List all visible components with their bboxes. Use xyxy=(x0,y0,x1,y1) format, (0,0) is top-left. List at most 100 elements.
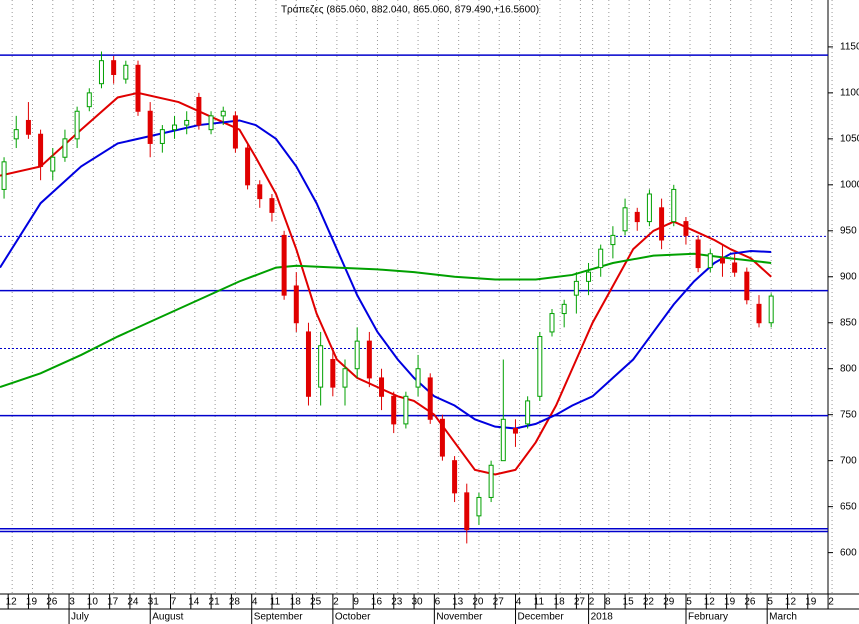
candle-body xyxy=(86,92,92,108)
candle-body xyxy=(293,285,299,324)
candle-body xyxy=(659,207,665,241)
x-tick-label: 31 xyxy=(148,597,160,608)
x-tick-label: 8 xyxy=(605,597,611,608)
x-tick-label: 21 xyxy=(209,597,221,608)
candle-body xyxy=(634,211,640,223)
candle-body xyxy=(172,124,178,131)
x-tick-label: 7 xyxy=(171,597,177,608)
month-label: September xyxy=(254,612,304,623)
candle-body xyxy=(305,331,311,397)
x-tick-label: 29 xyxy=(663,597,675,608)
candle-body xyxy=(25,119,31,135)
x-tick-label: 11 xyxy=(534,597,545,608)
candle-body xyxy=(269,198,275,213)
month-label: August xyxy=(152,612,183,623)
candle-body xyxy=(38,133,44,167)
chart-title: Τράπεζες (865.060, 882.040, 865.060, 879… xyxy=(281,4,539,16)
x-tick-label: 28 xyxy=(229,597,241,608)
x-tick-label: 19 xyxy=(805,597,817,608)
candle-body xyxy=(196,96,202,126)
candle-body xyxy=(257,184,263,200)
x-tick-label: 19 xyxy=(26,597,38,608)
candle-body xyxy=(476,496,482,517)
x-tick-label: 12 xyxy=(704,597,716,608)
y-tick-label: 700 xyxy=(840,455,857,466)
candle-body xyxy=(391,395,397,425)
y-tick-label: 600 xyxy=(840,547,857,558)
y-tick-label: 1000 xyxy=(840,179,859,190)
moving-average xyxy=(0,119,772,430)
candle-body xyxy=(379,377,385,397)
x-tick-label: 16 xyxy=(371,597,383,608)
x-tick-label: 30 xyxy=(411,597,423,608)
x-tick-label: 4 xyxy=(252,597,258,608)
y-tick-label: 800 xyxy=(840,363,857,374)
y-tick-label: 1050 xyxy=(840,133,859,144)
candle-body xyxy=(512,427,518,434)
x-tick-label: 17 xyxy=(107,597,119,608)
x-tick-label: 19 xyxy=(724,597,736,608)
y-tick-label: 1150 xyxy=(840,42,859,53)
x-tick-label: 4 xyxy=(516,597,522,608)
x-tick-label: 5 xyxy=(767,597,773,608)
x-tick-label: 14 xyxy=(188,597,200,608)
candle-body xyxy=(464,492,470,531)
month-label: November xyxy=(436,612,483,623)
y-tick-label: 650 xyxy=(840,501,857,512)
candle-body xyxy=(13,129,19,140)
x-tick-label: 2 xyxy=(333,597,339,608)
x-tick-label: 12 xyxy=(6,597,18,608)
x-tick-label: 24 xyxy=(127,597,139,608)
x-tick-label: 9 xyxy=(353,597,359,608)
candle-body xyxy=(245,147,251,186)
candle-body xyxy=(610,234,616,246)
candle-body xyxy=(732,262,738,273)
candle-body xyxy=(135,64,141,112)
candle-body xyxy=(342,368,348,388)
candle-body xyxy=(744,271,750,301)
candle-body xyxy=(427,377,433,420)
x-tick-label: 2 xyxy=(589,597,595,608)
month-label: February xyxy=(688,612,728,623)
x-tick-label: 20 xyxy=(472,597,484,608)
candle-body xyxy=(598,248,604,269)
month-label: December xyxy=(518,612,565,623)
y-tick-label: 850 xyxy=(840,317,857,328)
candle-body xyxy=(646,193,652,223)
candle-body xyxy=(62,138,68,158)
candle-body xyxy=(452,460,458,494)
candle-body xyxy=(184,119,190,126)
x-tick-label: 18 xyxy=(554,597,566,608)
candle-body xyxy=(707,253,713,269)
candle-body xyxy=(500,418,506,462)
x-tick-label: 27 xyxy=(574,597,586,608)
candle-body xyxy=(573,280,579,296)
candle-body xyxy=(159,129,165,144)
candle-body xyxy=(415,368,421,388)
candle-body xyxy=(281,234,287,296)
y-tick-label: 750 xyxy=(840,409,857,420)
x-tick-label: 26 xyxy=(744,597,756,608)
candle-body xyxy=(488,464,494,498)
candle-body xyxy=(768,295,774,324)
candle-body xyxy=(756,303,762,324)
x-tick-label: 10 xyxy=(87,597,99,608)
x-tick-label: 5 xyxy=(686,597,692,608)
candle-body xyxy=(220,110,226,117)
candle-body xyxy=(98,60,104,85)
candle-body xyxy=(318,345,324,388)
x-tick-label: 15 xyxy=(623,597,635,608)
candle-body xyxy=(586,271,592,282)
candle-body xyxy=(671,188,677,223)
y-tick-label: 900 xyxy=(840,271,857,282)
candle-body xyxy=(330,359,336,388)
x-tick-label: 6 xyxy=(435,597,441,608)
candle-body xyxy=(123,64,129,80)
x-tick-label: 23 xyxy=(391,597,403,608)
month-label: March xyxy=(769,612,797,623)
x-tick-label: 25 xyxy=(310,597,322,608)
candle-body xyxy=(147,110,153,144)
month-label: July xyxy=(71,612,89,623)
